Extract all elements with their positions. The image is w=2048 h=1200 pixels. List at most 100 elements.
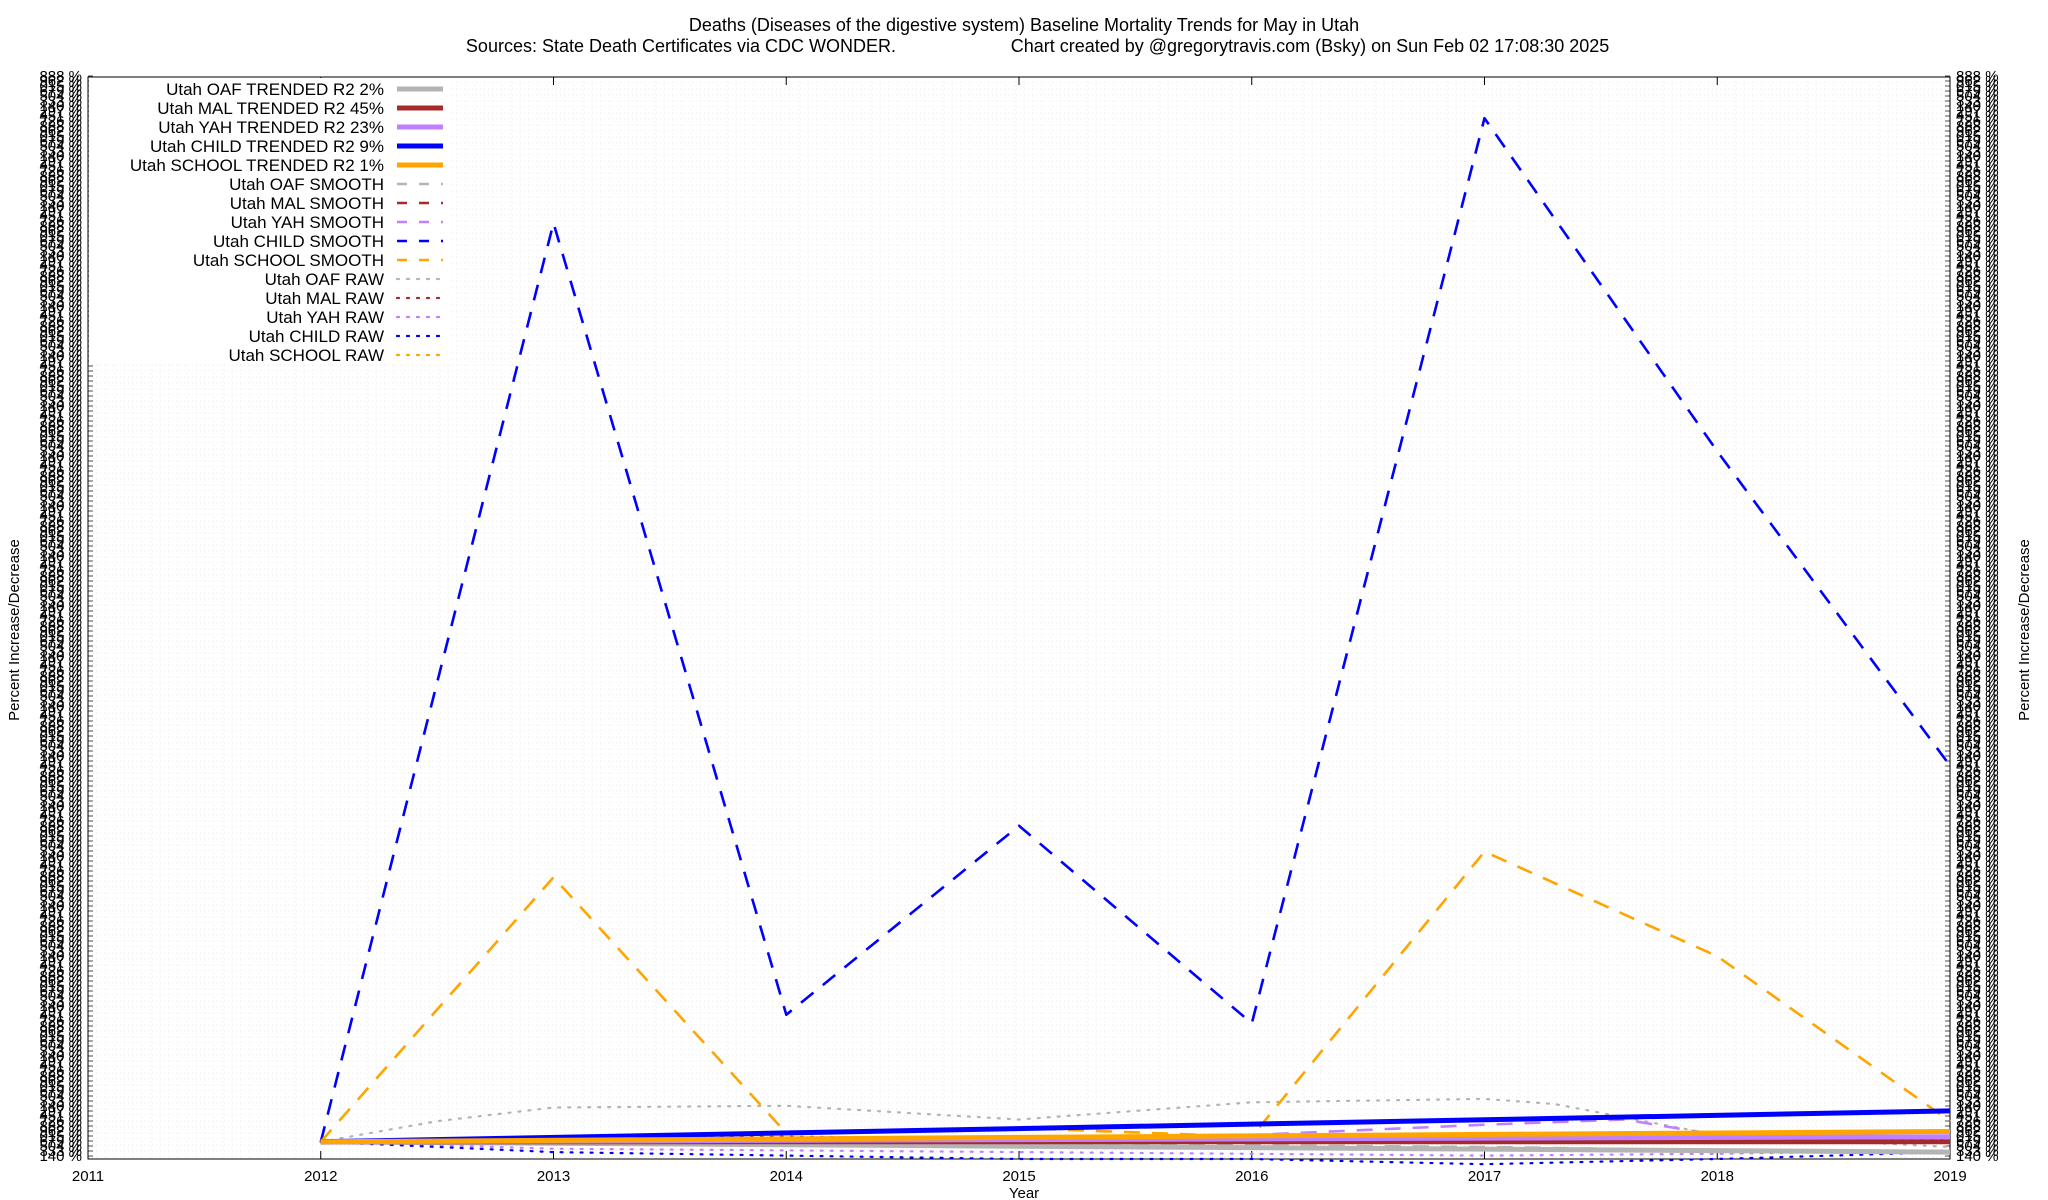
y-tick-label-left: 679 % xyxy=(39,433,82,450)
y-tick-label-left: 962 % xyxy=(39,723,82,740)
y-tick-label-left: 140 % xyxy=(39,348,82,365)
series-line-utah-child-trended xyxy=(320,1108,1951,1145)
legend-label: Utah YAH SMOOTH xyxy=(231,213,384,232)
y-tick-label-right: 726 % xyxy=(1956,363,1999,380)
y-tick-label-left: 140 % xyxy=(39,598,82,615)
y-tick-label-left: 297 % xyxy=(39,303,82,320)
y-tick-label-right: 679 % xyxy=(1956,883,1999,900)
y-tick-label-right: 726 % xyxy=(1956,763,1999,780)
y-tick-label-right: 504 % xyxy=(1956,1138,1999,1155)
y-tick-label-left: 726 % xyxy=(39,663,82,680)
y-tick-label-right: 015 % xyxy=(1956,628,1999,645)
y-tick-label-left: 451 % xyxy=(39,458,82,475)
y-tick-label-left: 504 % xyxy=(39,538,82,555)
y-tick-label-right: 015 % xyxy=(1956,778,1999,795)
x-tick-label: 2019 xyxy=(1933,1168,1966,1185)
y-tick-label-right: 015 % xyxy=(1956,228,1999,245)
y-tick-label-right: 726 % xyxy=(1956,613,1999,630)
y-tick-label-right: 504 % xyxy=(1956,1038,1999,1055)
y-tick-label-right: 679 % xyxy=(1956,483,1999,500)
y-tick-label-left: 333 % xyxy=(39,543,82,560)
y-tick-label-right: 140 % xyxy=(1956,148,1999,165)
y-tick-label-right: 888 % xyxy=(1956,318,1999,335)
y-tick-label-left: 451 % xyxy=(39,808,82,825)
y-axis-label-left: Percent Increase/Decrease xyxy=(6,539,23,721)
y-tick-label-left: 679 % xyxy=(39,133,82,150)
legend-label: Utah SCHOOL SMOOTH xyxy=(193,251,384,270)
y-tick-label-right: 451 % xyxy=(1956,308,1999,325)
y-tick-label-right: 297 % xyxy=(1956,203,1999,220)
y-tick-label-right: 333 % xyxy=(1956,93,1999,110)
y-tick-label-right: 679 % xyxy=(1956,533,1999,550)
series-line-utah-child-smooth xyxy=(319,116,1952,1143)
y-tick-label-left: 015 % xyxy=(39,78,82,95)
y-tick-label-left: 679 % xyxy=(39,583,82,600)
y-tick-label-right: 726 % xyxy=(1956,713,1999,730)
y-tick-label-left: 726 % xyxy=(39,163,82,180)
y-tick-label-left: 679 % xyxy=(39,983,82,1000)
y-tick-label-right: 297 % xyxy=(1956,903,1999,920)
y-tick-label-left: 679 % xyxy=(39,1133,82,1150)
y-tick-label-left: 888 % xyxy=(39,368,82,385)
y-tick-label-right: 726 % xyxy=(1956,463,1999,480)
y-tick-label-left: 015 % xyxy=(39,128,82,145)
y-tick-label-left: 726 % xyxy=(39,463,82,480)
y-tick-label-right: 140 % xyxy=(1956,248,1999,265)
y-tick-label-left: 015 % xyxy=(39,428,82,445)
y-tick-label-right: 962 % xyxy=(1956,1023,1999,1040)
y-tick-label-right: 297 % xyxy=(1956,803,1999,820)
x-tick-label: 2017 xyxy=(1468,1168,1501,1185)
y-tick-label-right: 679 % xyxy=(1956,783,1999,800)
y-tick-label-right: 504 % xyxy=(1956,788,1999,805)
y-tick-label-right: 679 % xyxy=(1956,583,1999,600)
y-tick-label-right: 888 % xyxy=(1956,468,1999,485)
y-tick-label-right: 333 % xyxy=(1956,1143,1999,1160)
y-tick-label-left: 504 % xyxy=(39,988,82,1005)
y-tick-label-right: 888 % xyxy=(1956,718,1999,735)
y-tick-label-right: 726 % xyxy=(1956,1063,1999,1080)
y-tick-label-right: 726 % xyxy=(1956,263,1999,280)
y-tick-label-right: 140 % xyxy=(1956,198,1999,215)
y-tick-label-left: 726 % xyxy=(39,363,82,380)
y-tick-label-left: 015 % xyxy=(39,928,82,945)
y-tick-label-left: 962 % xyxy=(39,423,82,440)
y-tick-label-right: 888 % xyxy=(1956,918,1999,935)
y-tick-label-left: 504 % xyxy=(39,288,82,305)
legend-label: Utah OAF RAW xyxy=(265,270,384,289)
y-tick-label-right: 451 % xyxy=(1956,858,1999,875)
y-tick-label-left: 015 % xyxy=(39,328,82,345)
y-tick-label-left: 297 % xyxy=(39,153,82,170)
y-tick-label-right: 679 % xyxy=(1956,133,1999,150)
y-tick-label-left: 333 % xyxy=(39,643,82,660)
y-tick-label-right: 015 % xyxy=(1956,578,1999,595)
y-tick-label-left: 297 % xyxy=(39,103,82,120)
legend-label: Utah SCHOOL TRENDED R2 1% xyxy=(130,156,384,175)
y-tick-label-left: 504 % xyxy=(39,488,82,505)
y-tick-label-left: 140 % xyxy=(39,748,82,765)
y-tick-label-left: 140 % xyxy=(39,948,82,965)
y-tick-label-right: 451 % xyxy=(1956,1008,1999,1025)
y-tick-label-left: 962 % xyxy=(39,573,82,590)
y-tick-label-right: 297 % xyxy=(1956,303,1999,320)
y-tick-label-left: 140 % xyxy=(39,548,82,565)
y-tick-label-right: 451 % xyxy=(1956,458,1999,475)
y-tick-label-right: 451 % xyxy=(1956,1108,1999,1125)
y-tick-label-right: 297 % xyxy=(1956,1053,1999,1070)
chart-subtitle-left: Sources: State Death Certificates via CD… xyxy=(466,36,896,56)
y-tick-label-right: 962 % xyxy=(1956,923,1999,940)
y-tick-label-right: 962 % xyxy=(1956,1073,1999,1090)
y-tick-label-left: 504 % xyxy=(39,388,82,405)
y-tick-label-right: 140 % xyxy=(1956,848,1999,865)
y-tick-label-right: 679 % xyxy=(1956,233,1999,250)
y-tick-label-right: 451 % xyxy=(1956,958,1999,975)
y-tick-label-left: 297 % xyxy=(39,603,82,620)
y-tick-label-right: 888 % xyxy=(1956,168,1999,185)
y-tick-label-left: 297 % xyxy=(39,953,82,970)
y-tick-label-right: 451 % xyxy=(1956,808,1999,825)
x-tick-label: 2012 xyxy=(304,1168,337,1185)
y-tick-label-left: 451 % xyxy=(39,758,82,775)
y-tick-label-left: 140 % xyxy=(39,898,82,915)
y-tick-label-right: 333 % xyxy=(1956,743,1999,760)
y-tick-label-right: 140 % xyxy=(1956,298,1999,315)
y-tick-label-left: 726 % xyxy=(39,963,82,980)
